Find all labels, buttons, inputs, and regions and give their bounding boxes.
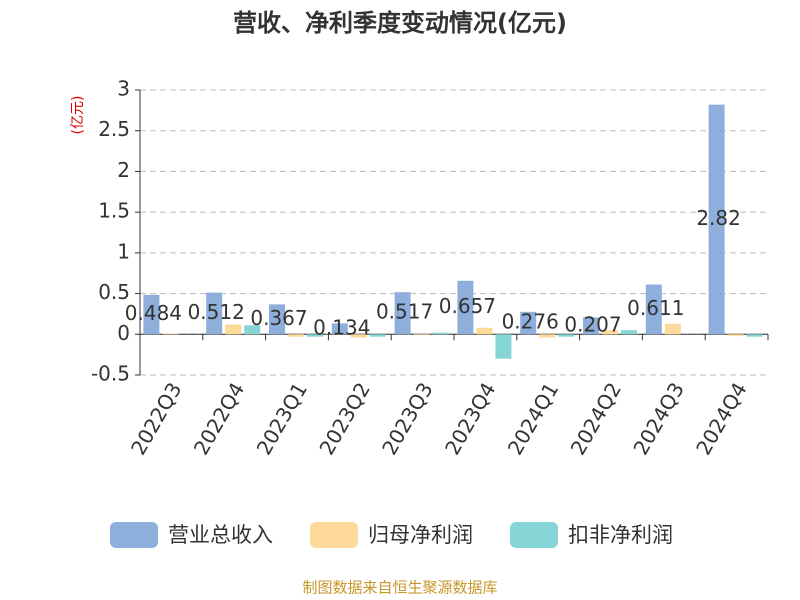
x-tick-label: 2024Q1	[503, 378, 563, 459]
x-tick-label: 2024Q2	[566, 378, 626, 459]
bar	[583, 317, 599, 335]
y-tick-label: 3	[117, 77, 130, 101]
bar	[645, 284, 662, 335]
bar	[558, 334, 575, 337]
y-tick-label: 2.5	[98, 117, 130, 141]
y-tick-label: -0.5	[91, 362, 130, 386]
bar	[457, 280, 474, 335]
bar	[746, 334, 763, 337]
y-tick-label: 1	[117, 239, 130, 263]
bar	[476, 327, 493, 335]
legend-label: 扣非净利润	[568, 523, 673, 547]
value-label: 0.484	[125, 301, 182, 325]
x-tick-label: 2023Q1	[252, 378, 312, 459]
bar	[708, 104, 725, 335]
bar	[244, 325, 261, 335]
bar	[664, 323, 681, 335]
legend-swatch	[310, 522, 358, 548]
legend-label: 营业总收入	[168, 523, 273, 547]
legend-swatch	[510, 522, 558, 548]
x-tick-label: 2024Q4	[691, 378, 751, 459]
y-tick-label: 1.5	[98, 199, 130, 223]
y-tick-label: 0.5	[98, 280, 130, 304]
y-tick-label: 0	[117, 321, 130, 345]
bar	[350, 334, 367, 338]
bar	[307, 334, 323, 337]
bar	[727, 334, 744, 336]
value-label: 0.207	[564, 312, 621, 336]
bar	[331, 323, 348, 335]
y-tick-label: 2	[117, 158, 130, 182]
bar	[394, 292, 411, 335]
bar	[602, 330, 618, 335]
value-label: 0.276	[502, 310, 559, 334]
x-tick-label: 2024Q3	[628, 378, 688, 459]
bar	[432, 332, 449, 335]
x-tick-label: 2023Q2	[314, 378, 374, 459]
y-axis-label: (亿元)	[70, 96, 86, 135]
value-label: 2.82	[696, 206, 741, 230]
x-tick-label: 2023Q3	[377, 378, 437, 459]
x-tick-label: 2023Q4	[440, 378, 500, 459]
bar	[162, 333, 179, 335]
bar	[225, 324, 242, 335]
bar	[143, 294, 160, 335]
bar	[369, 334, 386, 337]
value-label: 0.367	[250, 306, 307, 330]
value-label: 0.134	[313, 315, 370, 339]
bar	[621, 330, 637, 335]
source-note: 制图数据来自恒生聚源数据库	[302, 579, 497, 597]
value-label: 0.611	[627, 296, 684, 320]
x-tick-label: 2022Q3	[126, 378, 186, 459]
bar	[520, 311, 537, 335]
bar	[288, 334, 304, 337]
x-tick-label: 2022Q4	[189, 378, 249, 459]
bar	[269, 304, 285, 335]
legend-swatch	[110, 522, 158, 548]
bar	[539, 334, 556, 338]
bar	[413, 334, 430, 336]
chart-title: 营收、净利季度变动情况(亿元)	[233, 9, 567, 37]
bar	[495, 334, 512, 359]
value-label: 0.517	[376, 300, 433, 324]
bar	[206, 292, 223, 335]
value-label: 0.657	[439, 294, 496, 318]
value-label: 0.512	[188, 300, 245, 324]
legend-label: 归母净利润	[368, 523, 473, 547]
